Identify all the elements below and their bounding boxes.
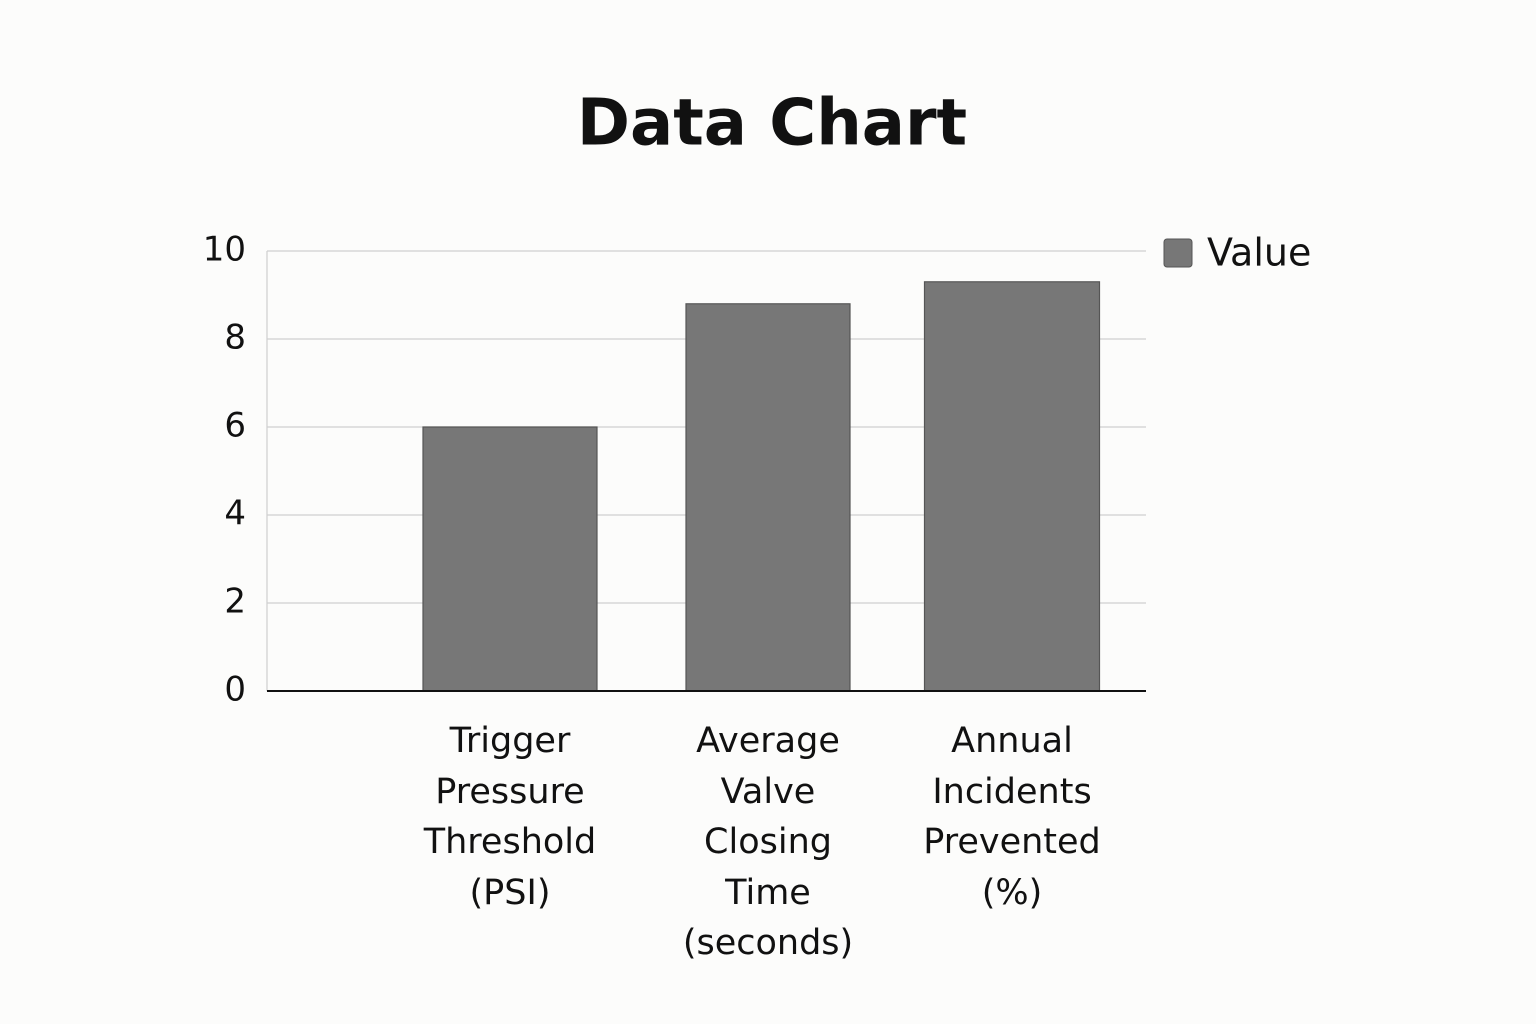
legend-swatch bbox=[1163, 238, 1193, 268]
x-tick-label: Average Valve Closing Time (seconds) bbox=[682, 721, 854, 963]
y-tick-label: 6 bbox=[224, 406, 246, 446]
bar bbox=[685, 303, 851, 692]
y-tick-label: 8 bbox=[224, 318, 246, 358]
y-tick-label: 2 bbox=[224, 582, 246, 622]
y-tick-label: 10 bbox=[203, 230, 246, 270]
bar bbox=[422, 426, 598, 692]
bar bbox=[923, 281, 1101, 692]
y-tick-label: 4 bbox=[224, 494, 246, 534]
legend-label: Value bbox=[1207, 231, 1311, 275]
y-tick-label: 0 bbox=[224, 670, 246, 710]
x-tick-label: Trigger Pressure Threshold (PSI) bbox=[423, 721, 597, 913]
chart-title: Data Chart bbox=[577, 87, 967, 161]
x-tick-label: Annual Incidents Prevented (%) bbox=[923, 721, 1101, 913]
